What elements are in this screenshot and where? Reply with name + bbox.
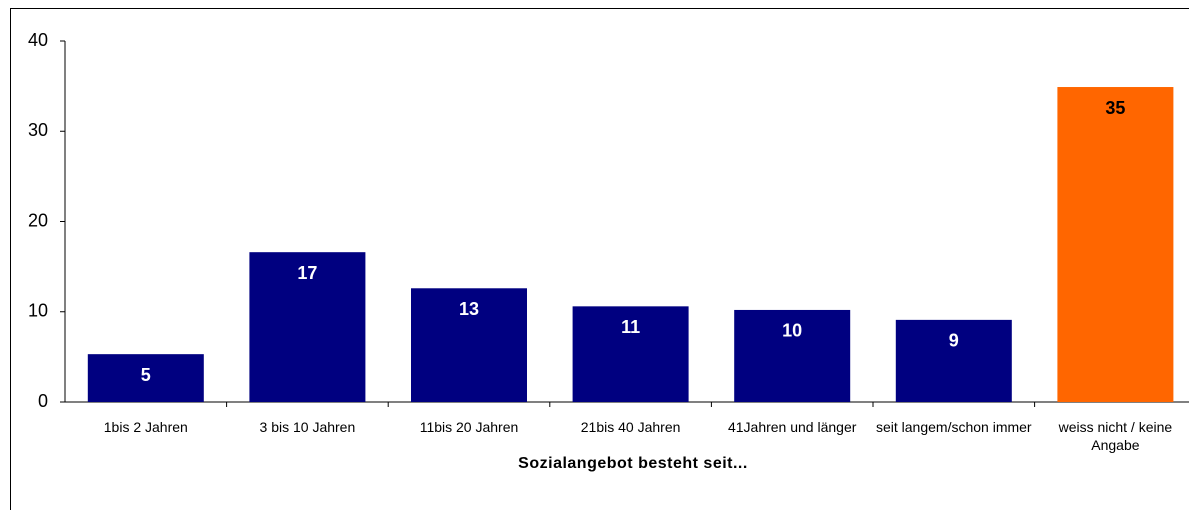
x-tick-label: 1bis 2 Jahren [103, 419, 188, 435]
value-label: 9 [949, 331, 959, 351]
frame [10, 8, 1189, 510]
bar [895, 319, 1012, 402]
value-label: 35 [1105, 98, 1125, 118]
y-tick-label: 0 [38, 391, 48, 411]
bar [87, 354, 204, 402]
y-tick-label: 10 [28, 301, 48, 321]
y-tick-label: 40 [28, 30, 48, 50]
value-label: 11 [621, 317, 640, 337]
bar [411, 288, 527, 402]
bar [572, 306, 689, 402]
bar [249, 252, 366, 402]
y-tick-label: 20 [28, 210, 48, 230]
x-tick-label: seit langem/schon immer [875, 419, 1032, 435]
value-label: 5 [141, 365, 151, 385]
x-tick-label: 21bis 40 Jahren [580, 419, 681, 435]
bar [734, 309, 851, 402]
x-tick-label: 3 bis 10 Jahren [259, 419, 356, 435]
value-label: 17 [297, 263, 317, 283]
y-tick-label: 30 [28, 120, 48, 140]
x-tick-label: 41Jahren und länger [727, 419, 857, 435]
x-tick-label: weiss nicht / keine Angabe [1058, 419, 1173, 453]
x-tick-label: 11bis 20 Jahren [419, 419, 519, 435]
bar [1057, 87, 1174, 402]
value-label: 10 [782, 321, 802, 341]
x-axis-title: Sozialangebot besteht seit... [518, 455, 748, 472]
value-label: 13 [459, 299, 479, 319]
